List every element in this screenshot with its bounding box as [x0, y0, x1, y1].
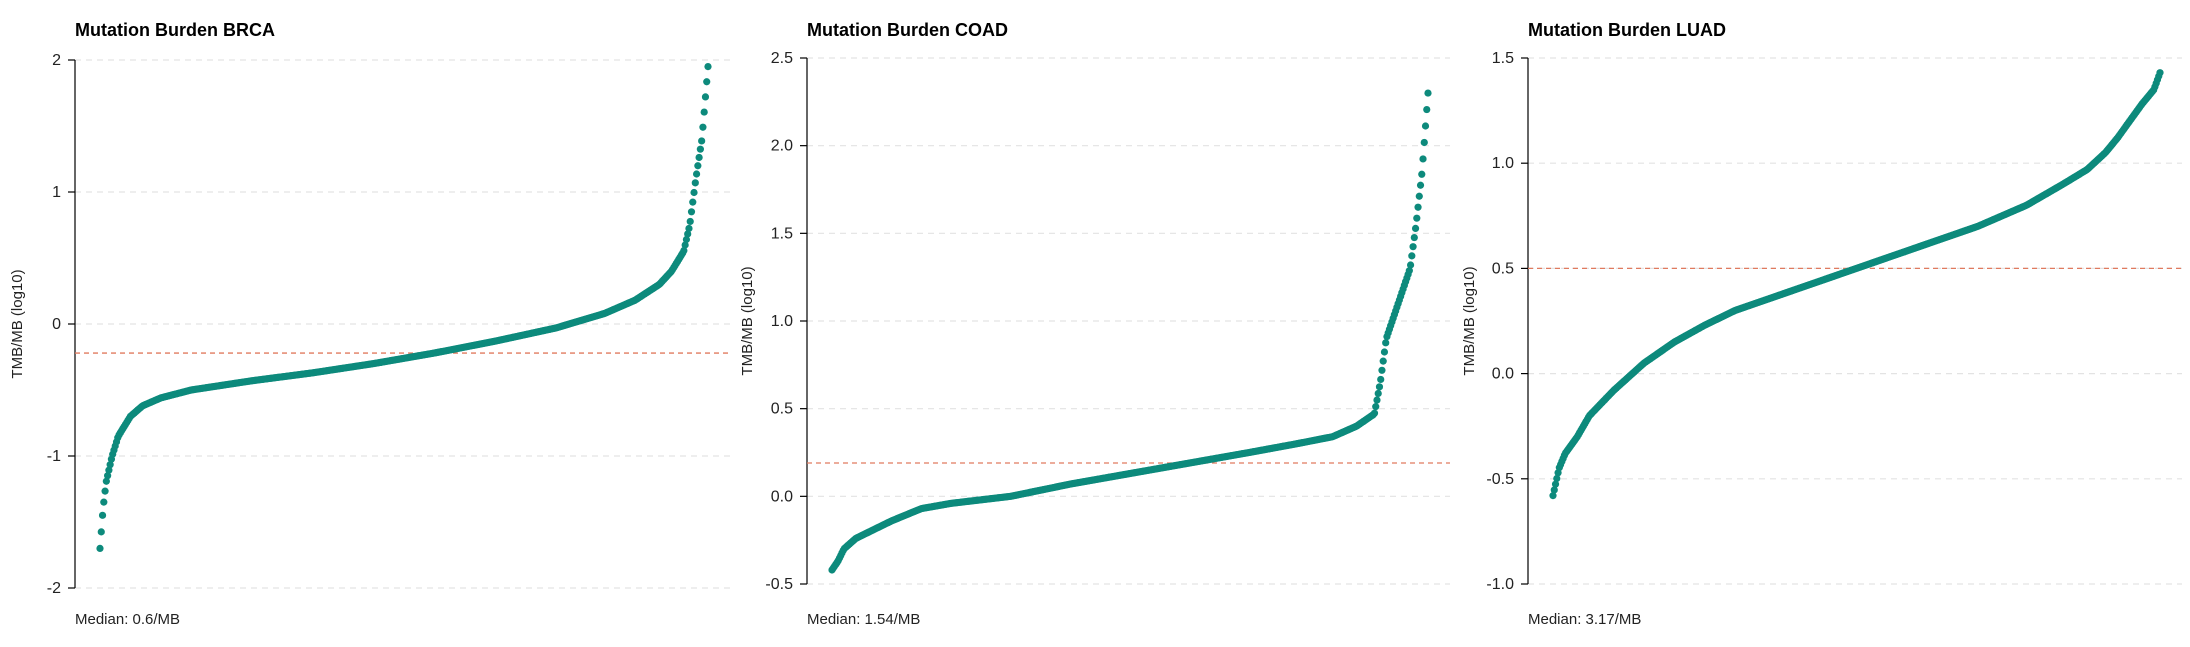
- data-point: [98, 511, 107, 519]
- chart-svg: -2 -1 0 1 2 TMB/MB (log10) Mutation Burden BRC…: [9, 20, 730, 628]
- median-caption: Median: 1.54/MB: [807, 611, 920, 628]
- data-point: [1418, 170, 1426, 178]
- data-point: [1382, 339, 1390, 347]
- data-point: [691, 179, 699, 187]
- y-tick-label: 0.0: [771, 488, 793, 505]
- y-tick-label: 2.0: [771, 138, 793, 155]
- data-point: [699, 123, 707, 131]
- data-point: [106, 461, 114, 469]
- data-point: [2156, 69, 2164, 77]
- data-point: [1413, 214, 1421, 222]
- data-point: [1379, 357, 1387, 365]
- data-point: [97, 528, 105, 536]
- y-tick-label: -2: [47, 580, 61, 597]
- data-point: [1374, 389, 1382, 398]
- data-point: [686, 217, 694, 226]
- data-point: [1405, 267, 1413, 275]
- chart-title: Mutation Burden BRCA: [75, 20, 275, 40]
- data-points: [96, 63, 712, 553]
- data-point: [681, 241, 689, 249]
- y-tick-label: 2: [52, 52, 61, 69]
- data-point: [703, 78, 711, 86]
- data-point: [692, 170, 701, 178]
- data-point: [1549, 492, 1557, 500]
- data-point: [96, 544, 104, 553]
- data-point: [104, 472, 112, 480]
- data-point: [694, 162, 702, 170]
- chart-title: Mutation Burden COAD: [807, 20, 1008, 40]
- data-point: [1414, 203, 1422, 211]
- data-point: [1377, 375, 1385, 384]
- y-tick-label: -0.5: [765, 576, 793, 593]
- data-point: [1421, 122, 1430, 130]
- y-tick-label: 0.5: [771, 401, 793, 418]
- y-tick-label: 1.5: [1492, 50, 1514, 67]
- data-point: [1375, 383, 1384, 391]
- y-tick-label: 0.0: [1492, 366, 1514, 383]
- data-point: [1410, 233, 1418, 242]
- data-point: [1551, 480, 1560, 488]
- data-point: [102, 477, 110, 485]
- data-point: [1409, 243, 1417, 251]
- chart-svg: -0.5 0.0 0.5 1.0 1.5 2.0 2.5 TMB/MB (log10) Muta…: [739, 20, 1450, 628]
- data-point: [680, 246, 688, 255]
- data-point: [1370, 409, 1379, 417]
- y-axis-label: TMB/MB (log10): [9, 269, 26, 378]
- data-point: [1406, 261, 1415, 269]
- data-points: [1549, 69, 2164, 500]
- data-point: [1411, 224, 1420, 233]
- median-caption: Median: 3.17/MB: [1528, 611, 1641, 628]
- data-point: [698, 137, 706, 145]
- y-tick-label: 0: [52, 316, 61, 333]
- data-point: [1420, 138, 1428, 147]
- data-point: [1419, 155, 1427, 163]
- data-point: [1424, 89, 1432, 97]
- data-point: [100, 498, 108, 506]
- chart-panel-luad: -1.0 -0.5 0.0 0.5 1.0 1.5 TMB/MB (log10) Mutati…: [1460, 0, 2190, 647]
- y-tick-label: -1.0: [1486, 576, 1514, 593]
- data-point: [1380, 348, 1389, 356]
- y-axis-label: TMB/MB (log10): [1461, 266, 1478, 375]
- chart-title: Mutation Burden LUAD: [1528, 20, 1726, 40]
- chart-svg: -1.0 -0.5 0.0 0.5 1.0 1.5 TMB/MB (log10) Mutati…: [1461, 20, 2182, 628]
- y-tick-label: 0.5: [1492, 260, 1514, 277]
- data-point: [101, 487, 109, 495]
- y-axis-label: TMB/MB (log10): [739, 266, 756, 375]
- data-point: [685, 224, 693, 233]
- chart-panel-brca: -2 -1 0 1 2 TMB/MB (log10) Mutation Burden BRC…: [0, 0, 730, 647]
- y-tick-label: 2.5: [771, 50, 793, 67]
- data-point: [704, 63, 712, 71]
- data-point: [1416, 181, 1425, 189]
- y-tick-label: 1.0: [771, 313, 793, 330]
- data-point: [700, 108, 708, 116]
- data-point: [701, 93, 710, 101]
- data-point: [1408, 252, 1416, 260]
- data-point: [1378, 366, 1386, 374]
- data-point: [1373, 396, 1381, 404]
- y-tick-label: 1.0: [1492, 155, 1514, 172]
- data-point: [1423, 105, 1431, 114]
- data-point: [684, 230, 692, 238]
- data-point: [689, 198, 697, 206]
- data-point: [1372, 403, 1380, 411]
- data-point: [105, 466, 113, 474]
- data-point: [1550, 486, 1558, 494]
- y-tick-label: 1.5: [771, 225, 793, 242]
- data-point: [696, 145, 704, 153]
- data-points: [828, 89, 1432, 574]
- y-tick-label: -0.5: [1486, 471, 1514, 488]
- chart-panel-coad: -0.5 0.0 0.5 1.0 1.5 2.0 2.5 TMB/MB (log10) Muta…: [730, 0, 1460, 647]
- data-point: [682, 235, 691, 244]
- data-point: [1553, 474, 1561, 483]
- data-point: [690, 188, 698, 197]
- y-tick-label: 1: [52, 184, 61, 201]
- data-point: [687, 208, 696, 216]
- data-point: [1415, 192, 1423, 200]
- data-point: [695, 153, 703, 162]
- y-tick-label: -1: [47, 448, 61, 465]
- median-caption: Median: 0.6/MB: [75, 611, 180, 628]
